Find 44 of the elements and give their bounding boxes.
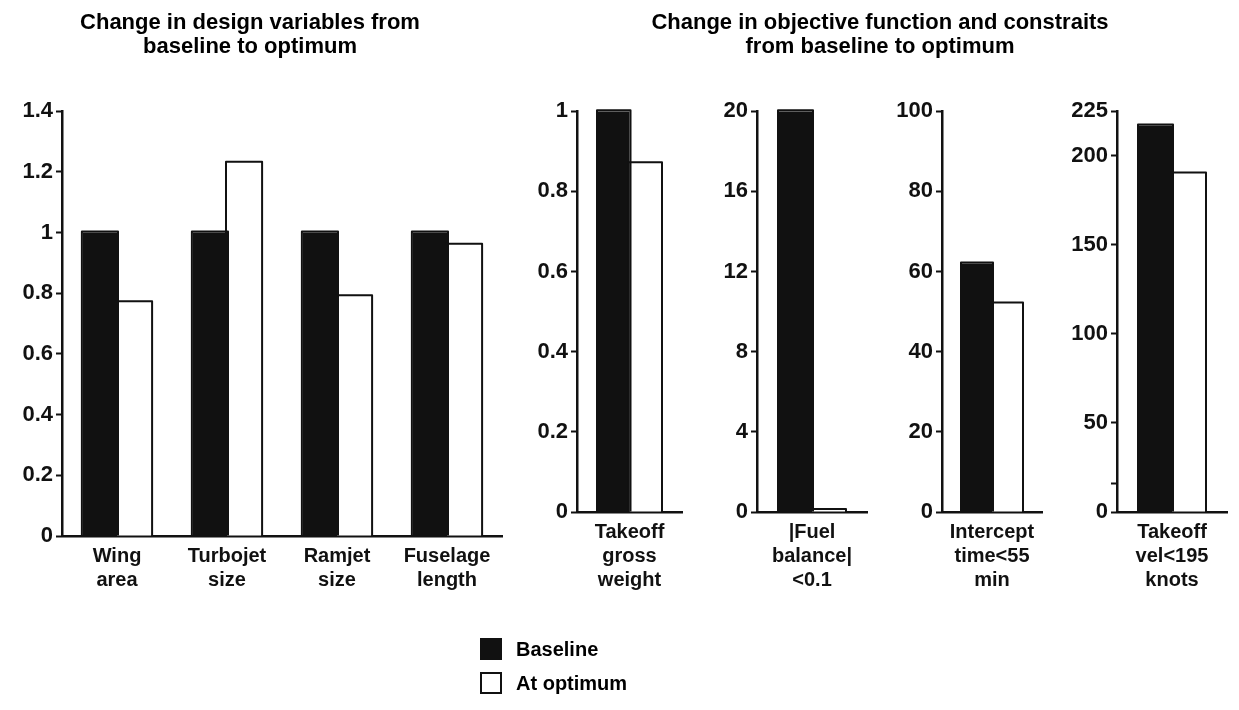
y-tick-label: 1 bbox=[555, 97, 568, 123]
x-tick-label: Takeoff gross weight bbox=[594, 519, 665, 590]
x-tick-label: Takeoff vel<195 knots bbox=[1135, 519, 1209, 590]
y-tick-label: 4 bbox=[735, 417, 749, 443]
y-tick-label: 40 bbox=[908, 337, 933, 363]
x-tick-label: |Fuel balance| <0.1 bbox=[771, 519, 853, 590]
chart-title: Change in design variables from baseline to optimum bbox=[79, 9, 421, 58]
y-tick-label: 100 bbox=[1071, 319, 1108, 345]
y-tick-label: 0.6 bbox=[537, 257, 568, 283]
y-tick-label: 0.2 bbox=[537, 417, 568, 443]
y-tick-label: 0 bbox=[1095, 498, 1108, 524]
y-tick-label: 12 bbox=[723, 257, 748, 283]
x-tick-label: Intercept time<55 min bbox=[949, 519, 1035, 590]
y-tick-label: 0 bbox=[40, 522, 53, 548]
y-tick-label: 100 bbox=[896, 97, 933, 123]
y-tick-label: 0.4 bbox=[22, 400, 54, 426]
y-tick-label: 60 bbox=[908, 257, 933, 283]
y-tick-label: 50 bbox=[1083, 409, 1108, 434]
y-tick-label: 0 bbox=[735, 498, 748, 524]
y-tick-label: 0.8 bbox=[22, 279, 53, 305]
text: At optimum bbox=[516, 671, 628, 695]
y-tick-label: 0.4 bbox=[537, 337, 569, 363]
y-tick-label: 0 bbox=[920, 498, 933, 524]
x-tick-label: Wing area bbox=[92, 543, 142, 590]
y-tick-label: 1 bbox=[40, 218, 53, 244]
y-tick-label: 0.8 bbox=[537, 177, 568, 203]
y-tick-label: 0 bbox=[555, 498, 568, 524]
y-tick-label: 20 bbox=[908, 417, 933, 443]
y-tick-label: 20 bbox=[723, 97, 748, 123]
y-tick-label: 1.2 bbox=[22, 157, 53, 183]
y-tick-label: 1.4 bbox=[22, 97, 54, 123]
x-tick-label: Fuselage length bbox=[403, 543, 491, 590]
y-tick-label: 16 bbox=[723, 177, 748, 203]
y-tick-label: 0.2 bbox=[22, 461, 53, 487]
y-tick-label: 80 bbox=[908, 177, 933, 203]
legend-label: Baseline bbox=[516, 637, 599, 661]
y-tick-label: 200 bbox=[1071, 141, 1108, 167]
y-tick-label: 225 bbox=[1071, 97, 1108, 123]
y-tick-label: 0.6 bbox=[22, 340, 53, 366]
x-tick-label: Turbojet size bbox=[187, 543, 267, 590]
y-tick-label: 8 bbox=[735, 337, 748, 363]
text: Change in objective function and constraits from baseline to optimum bbox=[650, 9, 1110, 58]
y-tick-label: 150 bbox=[1071, 230, 1108, 256]
x-tick-label: Ramjet size bbox=[303, 543, 371, 590]
